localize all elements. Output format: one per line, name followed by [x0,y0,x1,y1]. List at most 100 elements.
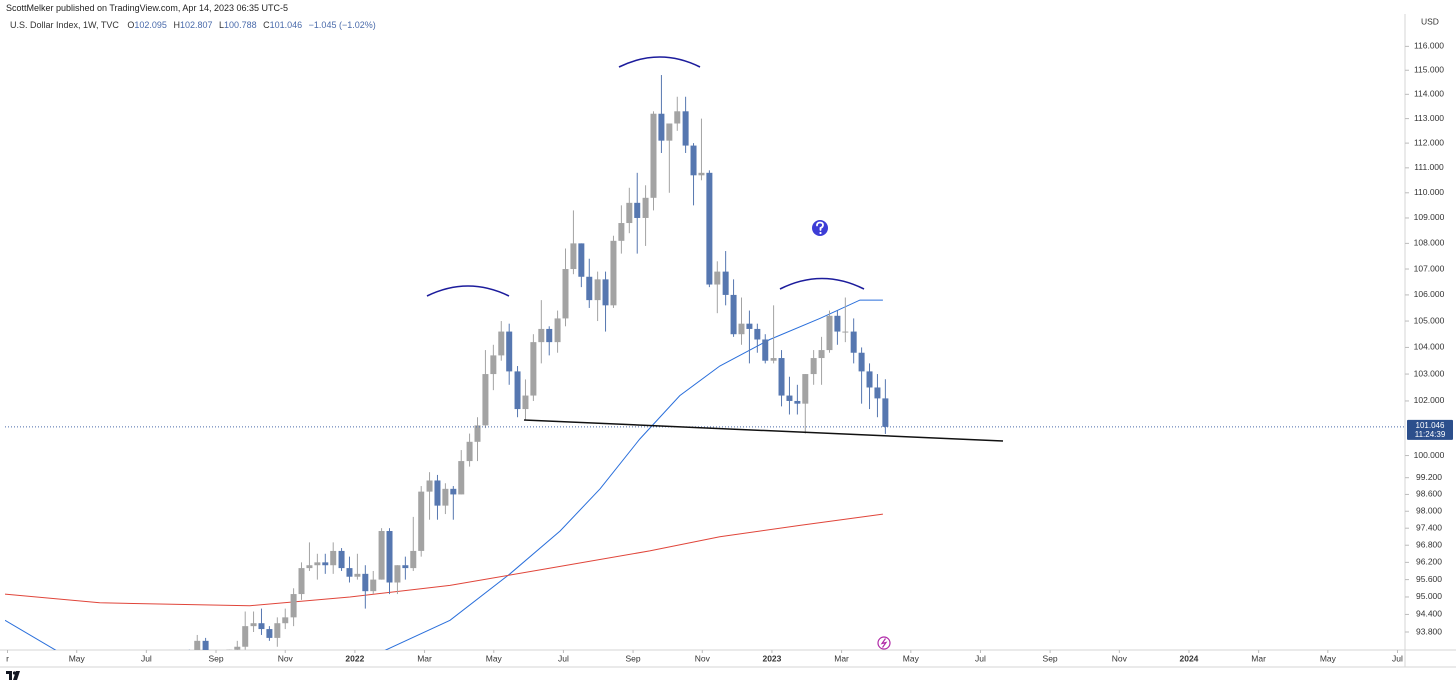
candle-body [610,240,617,306]
y-tick-label: 109.000 [1414,212,1445,222]
y-tick-label: 112.000 [1414,137,1444,147]
candle-body [530,342,537,396]
candle-body [338,550,345,569]
candle-body [586,276,593,301]
candle-body [226,649,233,650]
currency-label: USD [1421,16,1439,26]
candle-body [434,480,441,506]
candle-body [306,565,313,569]
candle-body [778,358,785,396]
candle-body [202,640,209,650]
candle-body [570,243,577,270]
candle-body [738,323,745,335]
candle-body [834,315,841,332]
y-tick-label: 97.400 [1416,522,1442,532]
candle-body [402,565,409,569]
candle-body [298,568,305,595]
candle-body [250,623,257,627]
candle-body [810,358,817,375]
candle-body [258,623,265,630]
candle-body [266,629,273,638]
publisher-line: ScottMelker published on TradingView.com… [6,3,288,13]
y-tick-label: 93.800 [1416,626,1442,636]
symbol-legend: U.S. Dollar Index, 1W, TVC O102.095 H102… [10,20,380,30]
candle-body [850,331,857,353]
y-tick-label: 94.400 [1416,609,1442,619]
y-tick-label: 115.000 [1414,64,1444,74]
price-tag-countdown: 11:24:39 [1415,430,1446,439]
y-tick-label: 105.000 [1414,315,1445,325]
candle-body [642,197,649,218]
x-tick-label: 2024 [1180,653,1199,663]
symbol-name: U.S. Dollar Index, 1W, TVC [10,20,119,30]
ohlc-label: C [263,20,270,30]
x-tick-label: Mar [1251,653,1266,663]
candle-body [842,331,849,333]
brand-footer [6,671,24,680]
candle-body [426,480,433,492]
x-tick-label: May [69,653,86,663]
y-tick-label: 108.000 [1414,238,1445,248]
candle-body [458,461,465,495]
y-tick-label: 103.000 [1414,368,1445,378]
x-tick-label: Jul [141,653,152,663]
x-tick-label: May [486,653,503,663]
candle-body [378,531,385,580]
change-value: −1.045 (−1.02%) [308,20,376,30]
candle-body [418,491,425,551]
candle-body [866,371,873,388]
candle-body [674,111,681,124]
y-tick-label: 102.000 [1414,395,1445,405]
x-tick-label: Nov [1112,653,1128,663]
candle-body [650,113,657,198]
candle-body [690,145,697,176]
drawings [426,56,1004,650]
chart: USD 93.800 94.400 95.000 95.600 96.200 96.800… [0,14,1456,668]
y-tick-label: 98.000 [1416,506,1442,516]
neckline [523,419,1004,442]
candle-body [314,562,321,566]
candle-body [794,400,801,404]
candle-body [682,111,689,146]
candle-body [474,425,481,442]
candle-body [538,328,545,343]
y-tick-label: 106.000 [1414,289,1445,299]
ohlc-value: 102.095 [134,20,167,30]
candle-body [874,387,881,399]
x-tick-label: Nov [278,653,294,663]
ohlc-value: 100.788 [224,20,257,30]
event-icon [877,636,891,650]
candle-body [450,488,457,495]
x-tick-label: Jul [558,653,569,663]
x-tick-label: May [1320,653,1337,663]
candle-body [578,243,585,277]
question-icon [812,220,828,236]
candle-body [410,550,417,569]
candle-body [826,315,833,351]
price-tag-value: 101.046 [1416,421,1445,430]
candle-body [666,123,673,141]
ohlc-label: L [219,20,225,30]
candle-body [522,395,529,410]
ohlc-value: 102.807 [179,20,213,30]
x-tick-label: r [6,653,9,663]
candle-body [802,374,809,404]
candle-body [362,573,369,592]
ohlc-label: O [127,20,135,30]
x-tick-label: Nov [695,653,711,663]
candle-body [290,594,297,618]
x-tick-label: Mar [417,653,432,663]
x-tick-label: May [903,653,920,663]
candle-body [282,617,289,624]
candle-body [322,562,329,566]
right-shoulder-arc [779,277,865,290]
candle-body [858,352,865,372]
candle-body [466,441,473,462]
candle-body [818,350,825,359]
moving-average [5,299,883,650]
candle-body [594,279,601,301]
y-tick-label: 114.000 [1414,89,1444,99]
left-shoulder-arc [426,285,510,297]
candle-body [746,323,753,329]
